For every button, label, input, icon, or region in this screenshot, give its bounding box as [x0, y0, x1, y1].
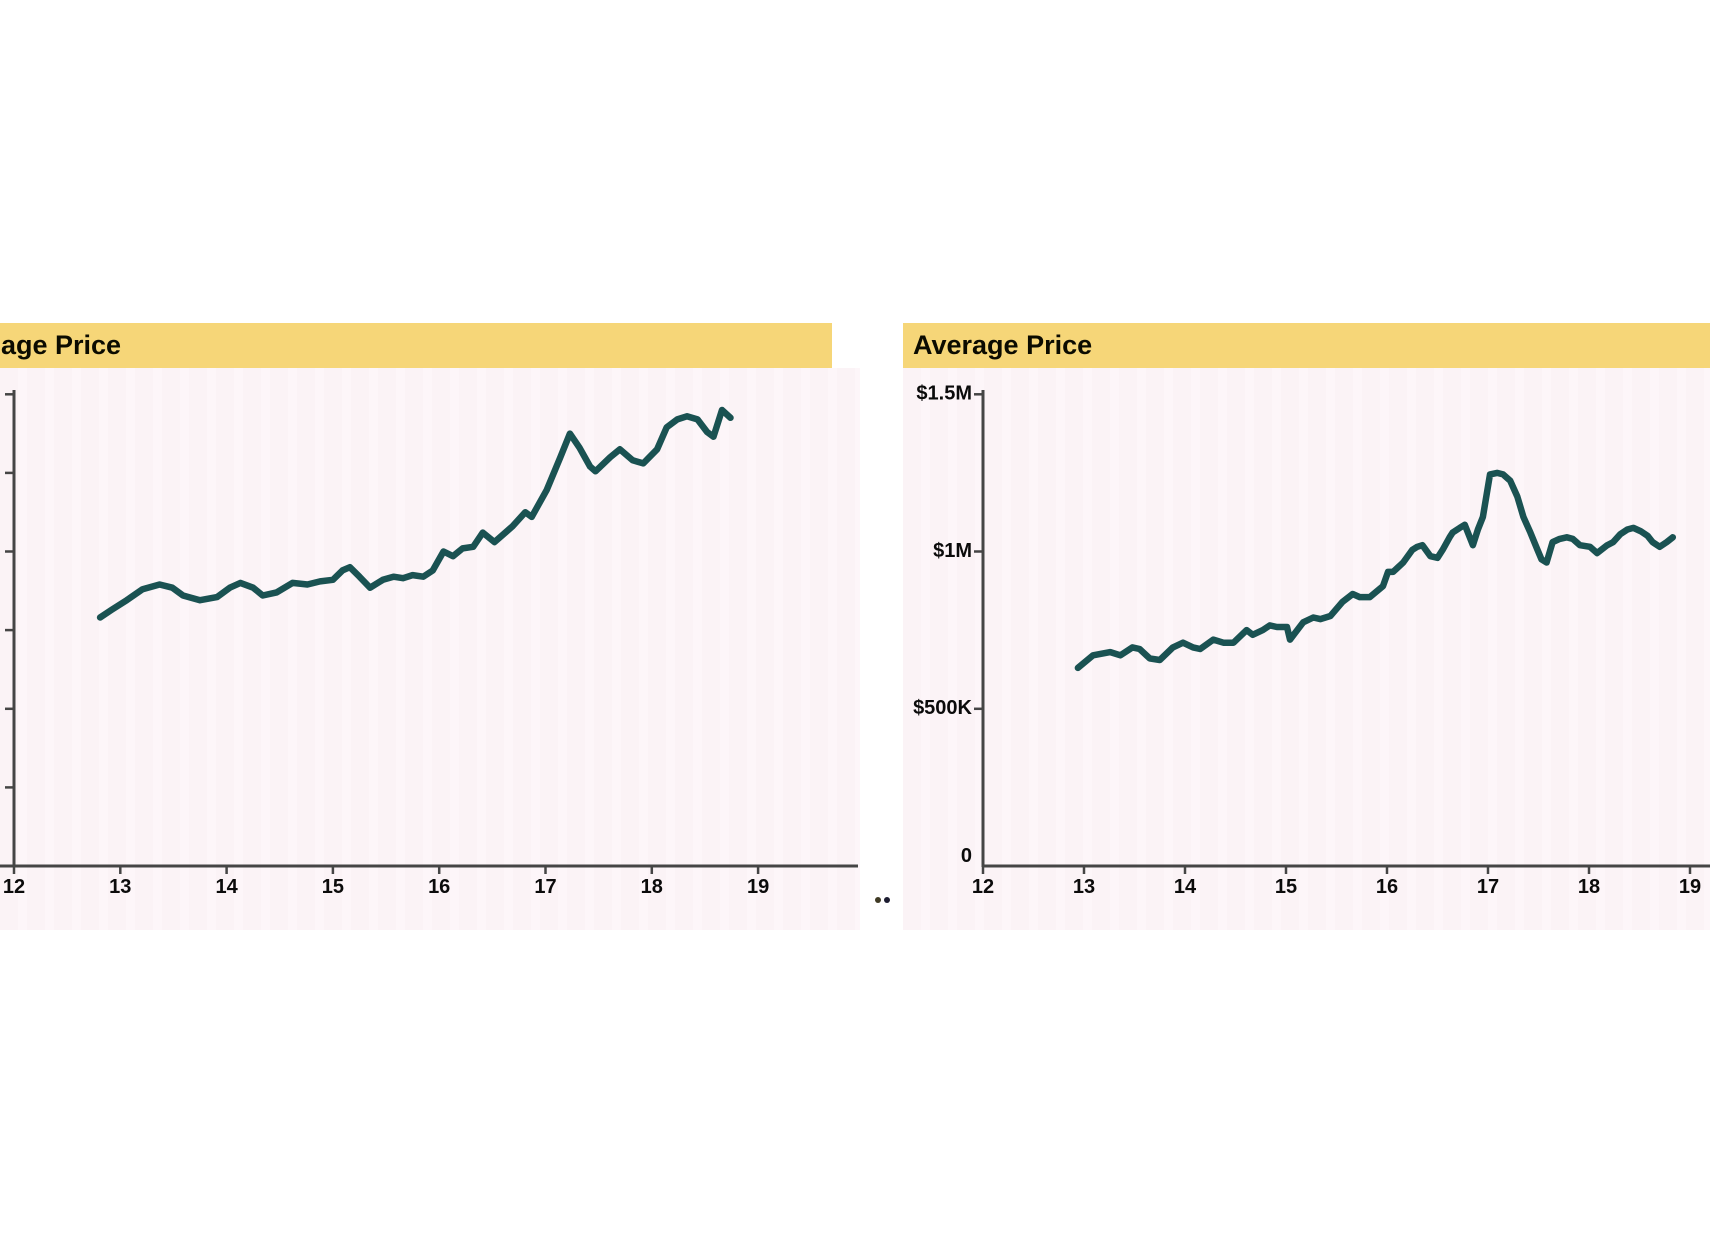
x-tick-label: 17 — [534, 876, 556, 898]
x-tick-label: 15 — [322, 876, 344, 898]
chart-title-left: age Price — [1, 330, 122, 360]
line-chart-left: 12 13 14 15 16 17 18 19 — [0, 390, 858, 898]
x-tick-label: 13 — [1073, 876, 1095, 898]
chart-title-right: Average Price — [913, 330, 1093, 360]
x-tick-label: 12 — [3, 876, 25, 898]
x-tick-label: 19 — [747, 876, 769, 898]
x-tick-label: 13 — [109, 876, 131, 898]
chart-panel-right: Average Price $1.5M $1M $500K 0 12 13 14 15 16 17… — [903, 323, 1710, 930]
x-tick-label: 12 — [972, 876, 994, 898]
chart-panel-left: age Price 12 13 14 15 16 17 18 19 — [0, 323, 860, 930]
x-tick-label: 16 — [1376, 876, 1398, 898]
x-tick-label: 14 — [1174, 876, 1197, 898]
x-tick-label: 18 — [1578, 876, 1600, 898]
x-tick-label: 19 — [1679, 876, 1701, 898]
x-tick-label: 16 — [428, 876, 450, 898]
plot-area-right — [903, 368, 1710, 930]
y-tick-label: $500K — [913, 697, 972, 719]
separator-dot — [875, 897, 881, 903]
x-tick-label: 17 — [1477, 876, 1499, 898]
y-tick-label: $1M — [933, 540, 972, 562]
plot-area-left — [0, 368, 860, 930]
price-line — [1074, 469, 1677, 672]
title-band-right: Average Price — [903, 323, 1710, 368]
line-chart-right: $1.5M $1M $500K 012 13 14 15 16 17 18 19 — [913, 383, 1710, 898]
x-tick-label: 18 — [641, 876, 663, 898]
price-line — [96, 406, 734, 621]
title-band-left: age Price — [0, 323, 832, 368]
x-tick-label: 15 — [1275, 876, 1297, 898]
separator-dot — [884, 897, 890, 903]
y-tick-label: $1.5M — [916, 383, 972, 405]
y-origin-label: 0 — [961, 845, 972, 867]
x-tick-label: 14 — [215, 876, 238, 898]
